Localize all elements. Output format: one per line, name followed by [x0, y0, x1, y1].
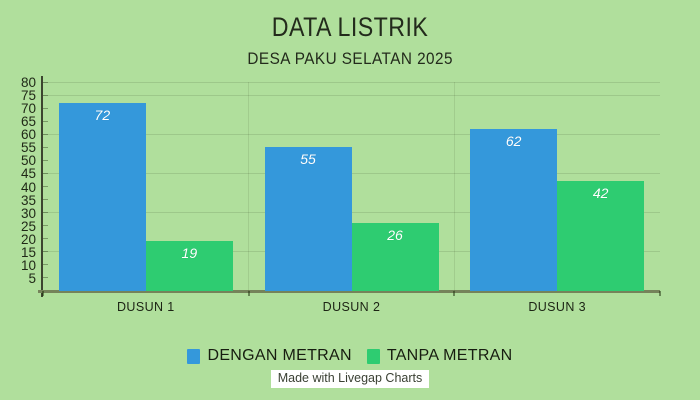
y-tick-label-45: 45: [20, 166, 36, 182]
y-tick-label-60: 60: [20, 127, 36, 143]
y-tick-45: [43, 172, 48, 174]
y-tick-label-10: 10: [20, 257, 36, 273]
y-tick-50: [43, 159, 48, 161]
y-axis-line: [41, 76, 43, 297]
y-tick-60: [43, 133, 48, 135]
bar-dengan-metran-dusun-2: 55: [264, 147, 352, 291]
bar-value-label: 55: [300, 151, 316, 168]
gridline-y-30: [43, 212, 660, 214]
x-tick-2: [453, 291, 456, 296]
y-tick-label-25: 25: [20, 218, 36, 234]
y-tick-label-80: 80: [20, 75, 36, 90]
y-tick-30: [43, 212, 48, 214]
y-tick-label-30: 30: [20, 205, 36, 221]
bar-tanpa-metran-dusun-1: 19: [145, 241, 233, 291]
y-tick-label-75: 75: [20, 88, 36, 104]
x-tick-3: [659, 291, 661, 296]
bar-tanpa-metran-dusun-3: 42: [557, 181, 645, 291]
bar-value-label: 26: [387, 227, 403, 244]
y-tick-20: [43, 238, 48, 240]
y-tick-35: [43, 199, 48, 201]
gridline-y-75: [43, 94, 660, 96]
y-tick-label-35: 35: [20, 192, 36, 208]
chart-title: DATA LISTRIK: [0, 12, 700, 43]
y-tick-40: [43, 186, 48, 187]
y-tick-label-40: 40: [20, 179, 36, 195]
bar-value-label: 72: [94, 106, 111, 123]
legend-label: DENGAN METRAN: [207, 347, 352, 364]
legend-swatch-tanpa-metran: [366, 348, 380, 364]
legend: DENGAN METRAN TANPA METRAN: [0, 346, 700, 366]
footer: Made with Livegap Charts: [0, 369, 700, 388]
bar-value-label: 19: [181, 245, 198, 262]
gridline-y-80: [43, 82, 660, 83]
bar-value-label: 42: [592, 185, 609, 202]
chart-subtitle-text: DESA PAKU SELATAN 2025: [247, 49, 453, 68]
gridline-x-2: [453, 82, 455, 291]
x-label-dusun-1: DUSUN 1: [116, 300, 175, 314]
y-tick-label-20: 20: [20, 231, 36, 247]
y-tick-label-50: 50: [20, 153, 36, 169]
bar-dengan-metran-dusun-1: 72: [58, 102, 146, 291]
plot-area: 5 10 15 20 25 30 35 40 45 50 55 60 65 70 75 80 72 19 DUSUN…: [21, 76, 661, 314]
y-tick-label-15: 15: [20, 244, 36, 260]
y-tick-25: [43, 225, 48, 227]
chart-subtitle: DESA PAKU SELATAN 2025: [0, 49, 700, 69]
livegap-credit-link[interactable]: Made with Livegap Charts: [270, 370, 430, 388]
y-tick-10: [43, 264, 48, 266]
legend-label: TANPA METRAN: [386, 347, 513, 364]
y-tick-label-70: 70: [20, 101, 36, 117]
x-label-dusun-2: DUSUN 2: [322, 300, 381, 314]
bar-tanpa-metran-dusun-2: 26: [351, 223, 439, 291]
x-tick-0: [42, 291, 44, 296]
x-label-dusun-3: DUSUN 3: [528, 300, 586, 314]
y-tick-80: [43, 81, 48, 83]
y-tick-75: [43, 94, 48, 96]
y-tick-label-5: 5: [28, 270, 36, 286]
y-tick-15: [43, 251, 48, 253]
y-tick-label-55: 55: [20, 140, 36, 156]
legend-item-tanpa-metran[interactable]: TANPA METRAN: [366, 347, 513, 365]
x-tick-1: [247, 291, 250, 296]
y-tick-55: [43, 146, 48, 148]
legend-item-dengan-metran[interactable]: DENGAN METRAN: [187, 347, 352, 365]
y-tick-65: [43, 120, 48, 122]
gridline-y-60: [43, 133, 660, 135]
y-tick-5: [43, 277, 48, 279]
bar-value-label: 62: [505, 133, 522, 150]
gridline-x-1: [248, 82, 250, 291]
legend-swatch-dengan-metran: [187, 348, 201, 364]
chart-title-text: DATA LISTRIK: [271, 12, 429, 42]
x-axis-line: [38, 290, 660, 293]
bar-dengan-metran-dusun-3: 62: [470, 129, 558, 291]
y-tick-70: [43, 107, 48, 109]
gridline-y-45: [43, 172, 660, 174]
y-tick-label-65: 65: [20, 114, 36, 130]
